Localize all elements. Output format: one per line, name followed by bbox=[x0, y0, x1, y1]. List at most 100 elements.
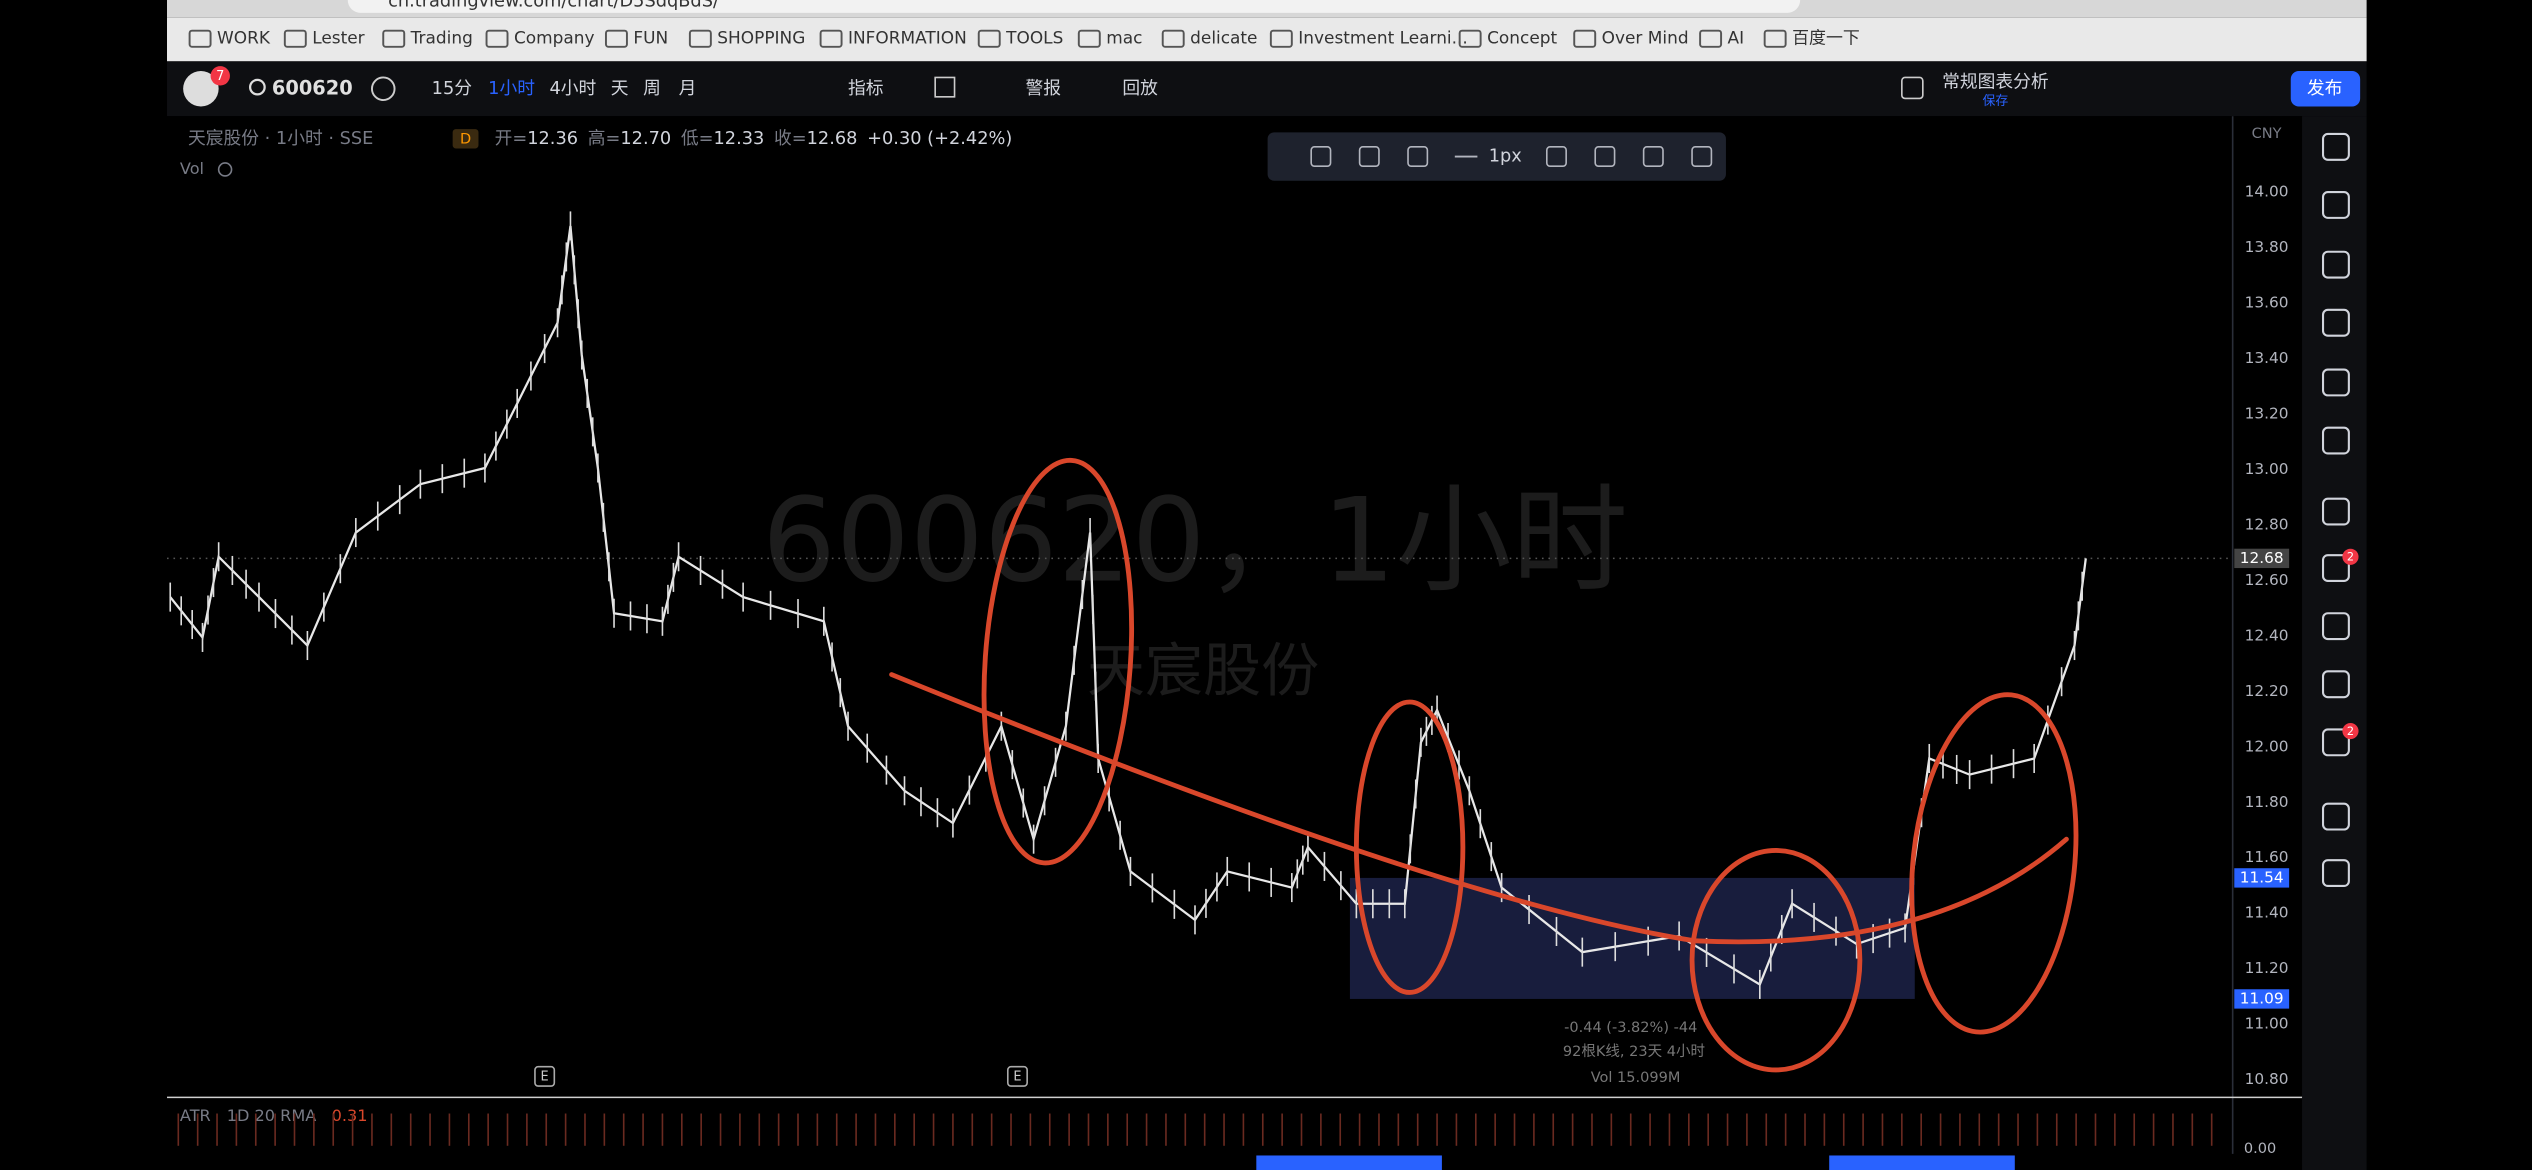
price-tick: 11.00 bbox=[2245, 1015, 2289, 1033]
flag-badge bbox=[452, 129, 479, 149]
indicators[interactable]: 指标 bbox=[848, 78, 884, 99]
interval[interactable]: 月 bbox=[679, 79, 697, 99]
ohlc-change: +0.30 (+2.42%) bbox=[867, 129, 1012, 149]
price-path bbox=[169, 225, 2087, 987]
bookmark[interactable]: Lester bbox=[312, 28, 364, 48]
folder-icon bbox=[977, 29, 1001, 48]
ohlc-open-label: 开= bbox=[495, 129, 528, 149]
bookmark[interactable]: WORK bbox=[217, 28, 271, 48]
event-marker[interactable] bbox=[1006, 1065, 1028, 1087]
alert[interactable]: 警报 bbox=[1026, 78, 1062, 99]
folder-icon bbox=[188, 29, 212, 48]
interval[interactable]: 4小时 bbox=[549, 78, 596, 99]
line-width[interactable]: 1px bbox=[1489, 147, 1522, 167]
bookmark[interactable]: Concept bbox=[1487, 28, 1557, 48]
top-toolbar bbox=[167, 61, 2367, 117]
bookmark[interactable]: TOOLS bbox=[1005, 28, 1063, 48]
drawing-tool[interactable] bbox=[1407, 146, 1429, 168]
symbol-name: 天宸股份 · 1小时 · SSE bbox=[188, 128, 373, 149]
currency[interactable]: CNY bbox=[2252, 126, 2282, 142]
folder-icon bbox=[283, 29, 307, 48]
watermark-name: 天宸股份 bbox=[1087, 637, 1319, 705]
event-marker[interactable] bbox=[534, 1065, 556, 1087]
sidebar-badge-count: 2 bbox=[2347, 551, 2354, 564]
bookmark[interactable]: Company bbox=[514, 28, 595, 48]
sidebar-icon[interactable] bbox=[2321, 612, 2350, 641]
sidebar-icon[interactable] bbox=[2321, 859, 2350, 888]
price-tick: 13.80 bbox=[2245, 238, 2289, 256]
layout-checkbox[interactable] bbox=[1901, 76, 1924, 100]
bookmark[interactable]: SHOPPING bbox=[717, 28, 805, 48]
sidebar-icon[interactable] bbox=[2321, 802, 2350, 831]
address-field bbox=[347, 0, 1801, 13]
compare-button[interactable] bbox=[370, 76, 396, 102]
avatar[interactable] bbox=[183, 71, 219, 107]
price-tick: 13.40 bbox=[2245, 349, 2289, 367]
sidebar-icon[interactable] bbox=[2321, 308, 2350, 337]
annotation-circle bbox=[981, 457, 1135, 866]
sidebar-badge-count: 2 bbox=[2347, 725, 2354, 738]
bookmark[interactable]: Trading bbox=[410, 28, 473, 48]
legend: 天宸股份 · 1小时 · SSE bbox=[188, 128, 373, 149]
sidebar-icon[interactable] bbox=[2321, 190, 2350, 219]
price-tick: 12.60 bbox=[2245, 571, 2289, 589]
range-high-tag bbox=[2234, 868, 2290, 888]
sidebar-icon[interactable] bbox=[2321, 497, 2350, 526]
folder-icon bbox=[688, 29, 712, 48]
sidebar-icon[interactable] bbox=[2321, 368, 2350, 397]
price-tick: 13.20 bbox=[2245, 404, 2289, 422]
sidebar-icon[interactable] bbox=[2321, 728, 2350, 757]
bookmark[interactable]: FUN bbox=[633, 28, 668, 48]
folder-icon bbox=[1269, 29, 1293, 48]
atr-value: 0.31 bbox=[332, 1106, 368, 1125]
publish-button[interactable] bbox=[2290, 71, 2361, 107]
drawing-tool[interactable] bbox=[1358, 146, 1380, 168]
layout-grid-icon[interactable] bbox=[934, 76, 956, 98]
drawing-tool[interactable] bbox=[1642, 146, 1664, 168]
sidebar-badge bbox=[2342, 548, 2359, 565]
price-tick: 12.40 bbox=[2245, 626, 2289, 644]
bookmark[interactable]: delicate bbox=[1190, 28, 1257, 48]
annotation-circle bbox=[1353, 699, 1466, 995]
time-axis-range bbox=[1256, 1155, 1442, 1170]
drawing-tool[interactable] bbox=[1594, 146, 1616, 168]
price-tick: 13.00 bbox=[2245, 460, 2289, 478]
avatar-badge-count: 7 bbox=[216, 69, 224, 84]
ohlc-high-label: 高= bbox=[588, 128, 621, 149]
sidebar-icon[interactable] bbox=[2321, 426, 2350, 455]
bookmark[interactable]: AI bbox=[1728, 28, 1745, 48]
bookmark[interactable]: 百度一下 bbox=[1792, 28, 1860, 48]
symbol[interactable]: 600620 bbox=[272, 76, 353, 99]
ohlc-close: 12.68 bbox=[807, 129, 858, 149]
interval[interactable]: 周 bbox=[643, 79, 661, 99]
sidebar-icon[interactable] bbox=[2321, 554, 2350, 583]
sidebar-icon[interactable] bbox=[2321, 132, 2350, 161]
sidebar-icon[interactable] bbox=[2321, 670, 2350, 699]
interval[interactable]: 天 bbox=[611, 79, 629, 99]
bookmark[interactable]: Over Mind bbox=[1602, 28, 1689, 48]
annotation-circle bbox=[1689, 848, 1863, 1073]
sidebar-icon[interactable] bbox=[2321, 250, 2350, 279]
price-tick: 13.60 bbox=[2245, 293, 2289, 311]
bookmark[interactable]: INFORMATION bbox=[848, 28, 967, 48]
ohlc-close-label: 收= bbox=[774, 128, 807, 149]
drawing-tool[interactable] bbox=[1691, 146, 1713, 168]
interval[interactable]: 1小时 bbox=[488, 78, 535, 99]
search-icon bbox=[248, 78, 266, 96]
drawing-tool[interactable] bbox=[1545, 146, 1567, 168]
bookmark[interactable]: Investment Learni... bbox=[1298, 28, 1468, 48]
layout-name[interactable]: 常规图表分析 bbox=[1942, 71, 2049, 92]
interval[interactable]: 15分 bbox=[432, 78, 473, 99]
bookmark[interactable]: mac bbox=[1106, 28, 1142, 48]
event-label: E bbox=[541, 1070, 549, 1085]
drawing-tool[interactable] bbox=[1310, 146, 1332, 168]
url: cn.tradingview.com/chart/D5SdqBdS/ bbox=[388, 0, 719, 12]
publish[interactable]: 发布 bbox=[2307, 78, 2343, 99]
sidebar-badge bbox=[2342, 722, 2359, 740]
annotation-circle bbox=[1909, 692, 2079, 1035]
saved-status: 保存 bbox=[1983, 94, 2009, 109]
replay[interactable]: 回放 bbox=[1122, 78, 1158, 99]
atr-name: ATR bbox=[180, 1106, 211, 1125]
visibility-icon[interactable] bbox=[217, 162, 233, 177]
